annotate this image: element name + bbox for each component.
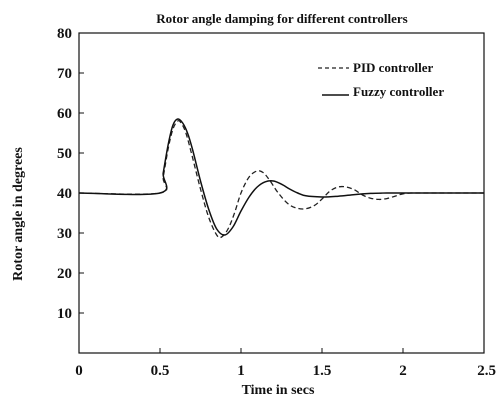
x-tick-label: 1 (237, 363, 245, 379)
y-tick-label: 40 (57, 186, 72, 202)
x-axis-label: Time in secs (242, 383, 315, 398)
y-tick-label: 30 (57, 226, 72, 242)
x-tick-label: 2.5 (477, 363, 496, 379)
y-tick-label: 50 (57, 146, 72, 162)
x-axis: 0 0.5 1 1.5 2 2.5 (75, 348, 496, 379)
y-tick-label: 70 (57, 66, 72, 82)
y-axis-label: Rotor angle in degrees (11, 147, 26, 281)
series-line-fuzzy (78, 118, 484, 236)
legend-label-fuzzy: Fuzzy controller (353, 84, 444, 99)
y-tick-label: 60 (57, 106, 72, 122)
x-tick-label: 0 (75, 363, 83, 379)
x-tick-label: 2 (399, 363, 407, 379)
x-tick-label: 0.5 (151, 363, 170, 379)
y-tick-label: 80 (57, 26, 72, 42)
y-tick-label: 20 (57, 266, 72, 282)
x-tick-label: 1.5 (313, 363, 332, 379)
legend: PID controller Fuzzy controller (318, 60, 444, 99)
series-layer (78, 118, 484, 239)
y-tick-label: 10 (57, 306, 72, 322)
chart-title: Rotor angle damping for different contro… (156, 11, 407, 26)
series-line-pid (78, 119, 484, 239)
legend-label-pid: PID controller (353, 60, 433, 75)
